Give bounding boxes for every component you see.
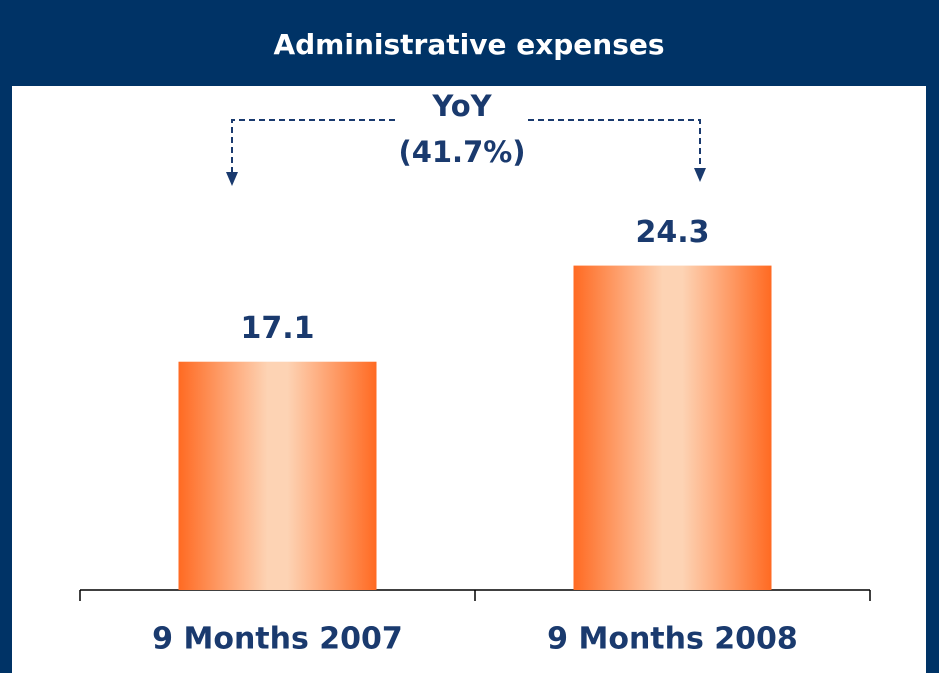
data-label: 17.1: [240, 311, 314, 346]
bar: [178, 361, 377, 590]
yoy-arrows: [231, 119, 701, 172]
arrow-head: [694, 168, 706, 182]
bar: [573, 265, 772, 590]
annotation: (41.7%): [398, 135, 525, 169]
annotation: YoY: [431, 89, 492, 123]
x-tick-label: 9 Months 2007: [152, 622, 403, 657]
data-label: 24.3: [635, 215, 709, 250]
x-tick-label: 9 Months 2008: [547, 622, 798, 657]
header: [0, 0, 939, 86]
left-border: [0, 0, 12, 673]
right-border: [926, 0, 939, 673]
chart-title: Administrative expenses: [273, 28, 664, 61]
arrow-head: [226, 172, 238, 186]
